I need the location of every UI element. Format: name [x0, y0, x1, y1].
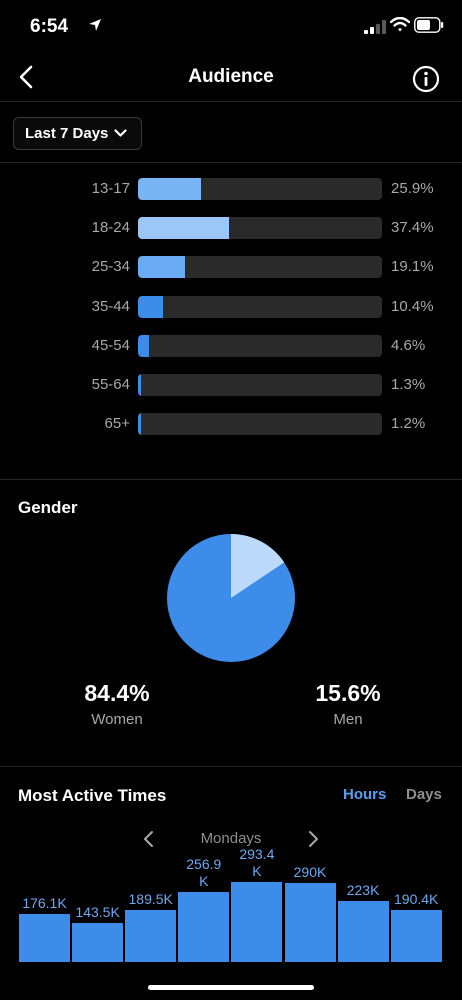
activity-bar-chart: 176.1K 143.5K 189.5K 256.9 K 293.4 K 290K 223K…	[0, 846, 462, 964]
activity-bar-label: 176.1K	[22, 894, 67, 911]
age-value: 1.3%	[391, 376, 426, 393]
age-row: 45-54 4.6%	[0, 334, 462, 357]
nav-bar: Audience	[0, 56, 462, 102]
most-active-title: Most Active Times	[18, 786, 167, 805]
age-bar-track	[138, 178, 382, 200]
age-bar-fill	[138, 295, 164, 318]
men-stat: 15.6% Men	[268, 680, 428, 728]
age-label: 13-17	[91, 180, 130, 197]
activity-bar[interactable]	[125, 910, 177, 962]
activity-bar[interactable]	[390, 910, 442, 962]
age-bar-track	[138, 334, 382, 357]
info-icon[interactable]	[412, 65, 440, 93]
activity-bar[interactable]	[231, 882, 283, 962]
age-bar-track	[138, 256, 382, 279]
age-bar-track	[138, 413, 382, 436]
previous-day-icon[interactable]	[142, 830, 156, 848]
date-range-dropdown[interactable]: Last 7 Days	[13, 117, 142, 150]
activity-bar-label: 256.9 K	[186, 855, 222, 889]
home-indicator	[148, 985, 314, 990]
age-row: 18-24 37.4%	[0, 217, 462, 240]
activity-bar-label: 290K	[293, 863, 327, 880]
age-bar-track	[138, 374, 382, 396]
age-row: 55-64 1.3%	[0, 374, 462, 396]
age-bar-fill	[138, 217, 230, 240]
day-navigator: Mondays	[0, 828, 462, 850]
men-slice	[231, 534, 285, 598]
days-toggle[interactable]: Days	[406, 786, 442, 803]
activity-bar-label: 223K	[346, 882, 380, 899]
status-time: 6:54	[30, 16, 69, 37]
age-label: 25-34	[91, 258, 130, 276]
age-bar-track	[138, 295, 382, 318]
age-label: 55-64	[91, 376, 130, 393]
divider	[0, 766, 462, 767]
women-label: Women	[91, 711, 143, 728]
activity-bar[interactable]	[72, 922, 124, 962]
age-row: 35-44 10.4%	[0, 295, 462, 318]
back-chevron-icon[interactable]	[14, 62, 42, 92]
battery-icon	[414, 17, 444, 33]
age-bar-fill	[138, 334, 150, 357]
women-percentage: 84.4%	[84, 680, 150, 706]
age-bar-fill	[138, 413, 141, 436]
men-label: Men	[333, 711, 363, 728]
chevron-down-icon	[114, 129, 127, 137]
range-row: Last 7 Days	[0, 103, 462, 163]
activity-bar-label: 293.4 K	[239, 846, 275, 879]
activity-bar[interactable]	[178, 891, 230, 962]
divider	[0, 479, 462, 480]
age-bar-fill	[138, 178, 202, 200]
age-label: 18-24	[91, 219, 130, 237]
age-value: 19.1%	[391, 258, 434, 276]
date-range-label: Last 7 Days	[25, 125, 109, 142]
age-bar-fill	[138, 374, 142, 396]
activity-bar-label: 143.5K	[75, 903, 120, 920]
age-label: 65+	[104, 415, 130, 433]
activity-bar-label: 189.5K	[128, 891, 173, 908]
men-percentage: 15.6%	[315, 680, 381, 706]
age-value: 37.4%	[391, 219, 434, 237]
gender-pie-chart	[167, 534, 295, 662]
hours-toggle[interactable]: Hours	[343, 786, 387, 803]
next-day-icon[interactable]	[306, 830, 320, 848]
age-bar-track	[138, 217, 382, 240]
age-value: 4.6%	[391, 336, 426, 354]
age-label: 45-54	[91, 336, 130, 354]
age-bar-fill	[138, 256, 185, 279]
activity-bar[interactable]	[19, 913, 70, 962]
age-value: 1.2%	[391, 415, 426, 433]
age-row: 13-17 25.9%	[0, 178, 462, 200]
age-value: 25.9%	[391, 180, 434, 197]
activity-bar[interactable]	[337, 901, 389, 962]
status-bar: 6:54	[0, 0, 462, 56]
activity-bar[interactable]	[284, 882, 336, 962]
age-row: 65+ 1.2%	[0, 413, 462, 436]
cellular-signal-icon	[364, 20, 386, 34]
selected-day: Mondays	[200, 830, 262, 847]
women-stat: 84.4% Women	[37, 680, 197, 728]
age-label: 35-44	[91, 297, 130, 315]
page-title: Audience	[188, 66, 274, 87]
wifi-icon	[390, 17, 410, 32]
age-value: 10.4%	[391, 297, 434, 315]
location-arrow-icon	[89, 19, 101, 31]
gender-title: Gender	[18, 498, 78, 517]
age-row: 25-34 19.1%	[0, 256, 462, 279]
activity-bar-label: 190.4K	[394, 891, 439, 908]
